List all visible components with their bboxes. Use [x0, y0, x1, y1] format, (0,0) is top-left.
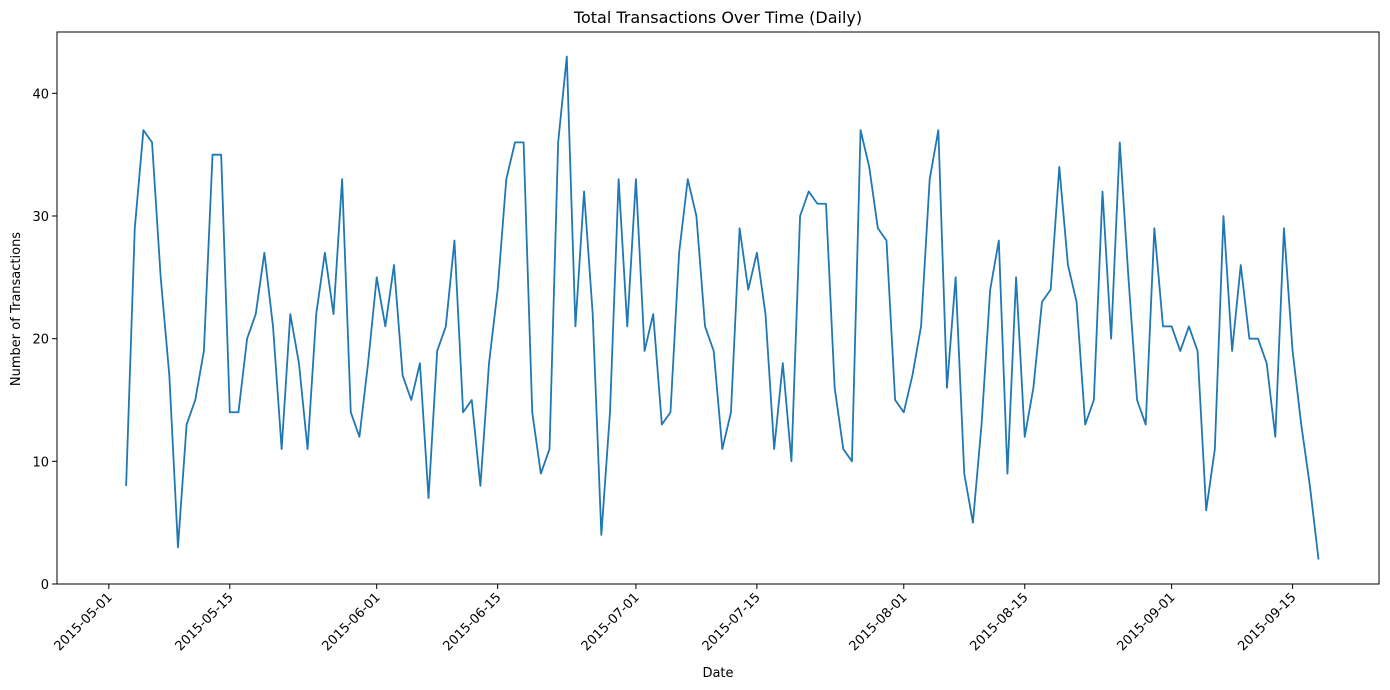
chart-title: Total Transactions Over Time (Daily) — [573, 8, 862, 27]
x-tick-label: 2015-06-15 — [440, 590, 504, 654]
x-tick-label: 2015-07-15 — [700, 590, 764, 654]
x-tick-label: 2015-06-01 — [319, 590, 383, 654]
y-axis: 0 10 20 30 40 — [32, 87, 57, 593]
y-tick-label: 10 — [32, 455, 49, 470]
x-axis: 2015-05-01 2015-05-15 2015-06-01 2015-06-15… — [52, 584, 1299, 654]
x-tick-label: 2015-09-01 — [1114, 590, 1178, 654]
y-tick-label: 30 — [32, 210, 49, 225]
series-line — [125, 55, 1320, 560]
x-tick-label: 2015-08-15 — [968, 590, 1032, 654]
x-tick-label: 2015-09-15 — [1235, 590, 1299, 654]
plot-area-frame — [56, 31, 1380, 585]
y-axis-label: Number of Transactions — [9, 232, 24, 386]
y-tick-label: 20 — [32, 333, 49, 348]
y-tick-label: 40 — [32, 87, 49, 102]
x-tick-label: 2015-05-01 — [52, 590, 116, 654]
x-tick-label: 2015-05-15 — [173, 590, 237, 654]
x-tick-label: 2015-07-01 — [579, 590, 643, 654]
x-axis-label: Date — [702, 666, 733, 681]
y-tick-label: 0 — [41, 578, 49, 593]
x-tick-label: 2015-08-01 — [847, 590, 911, 654]
